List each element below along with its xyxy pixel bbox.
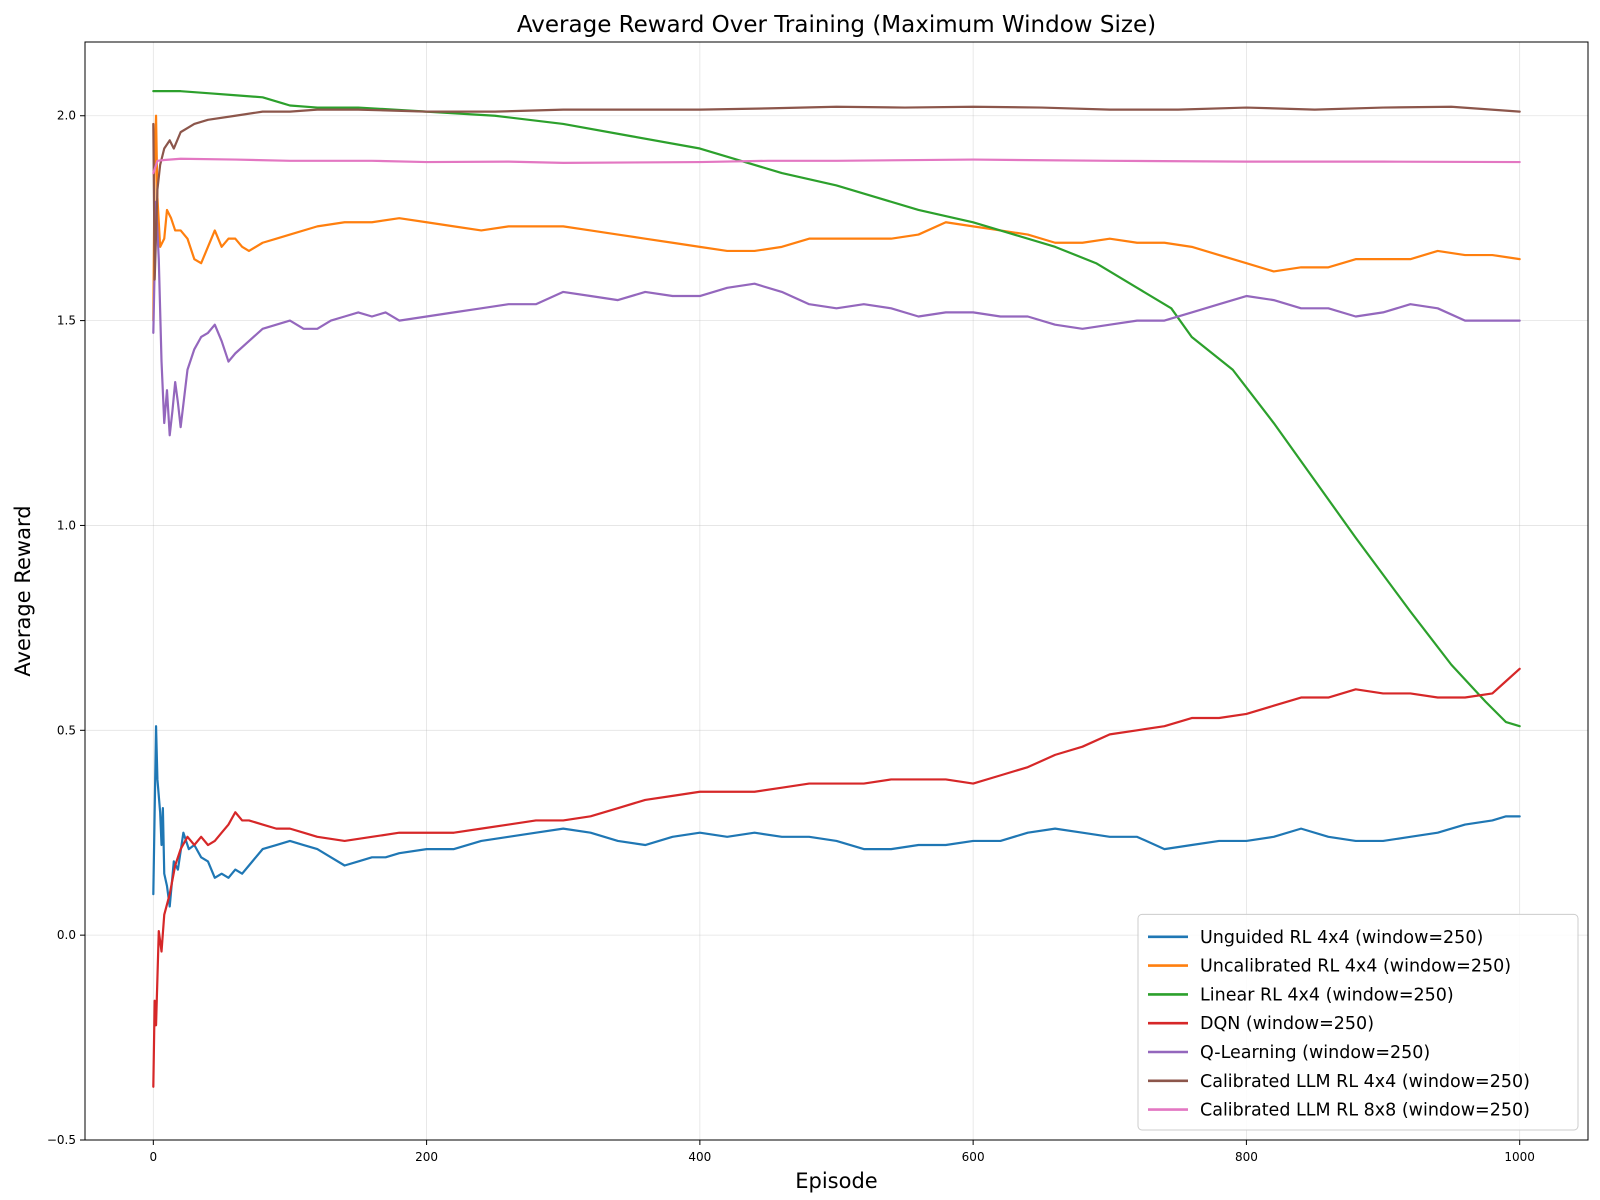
plot-frame — [84, 41, 1589, 1141]
legend: Unguided RL 4x4 (window=250) Uncalibrated… — [1137, 913, 1579, 1131]
y-tick-label: −0.5 — [47, 1133, 76, 1147]
legend-label: Linear RL 4x4 (window=250) — [1200, 985, 1454, 1005]
x-axis-ticks: 0 200 400 600 800 1000 — [149, 1140, 1535, 1164]
y-tick-label: 1.5 — [57, 314, 76, 328]
series-line — [152, 200, 1521, 437]
legend-label: Q-Learning (window=250) — [1200, 1043, 1430, 1063]
legend-label: Calibrated LLM RL 8x8 (window=250) — [1200, 1101, 1530, 1121]
y-tick-label: 2.0 — [57, 109, 76, 123]
x-tick-label: 600 — [962, 1150, 985, 1164]
legend-box — [1137, 913, 1579, 1131]
legend-label: Calibrated LLM RL 4x4 (window=250) — [1200, 1072, 1530, 1092]
series-lines — [152, 90, 1521, 1088]
x-tick-label: 400 — [688, 1150, 711, 1164]
chart-title: Average Reward Over Training (Maximum Wi… — [517, 12, 1156, 38]
legend-label: Unguided RL 4x4 (window=250) — [1200, 928, 1483, 948]
y-tick-label: 0.5 — [57, 723, 76, 737]
x-tick-label: 1000 — [1504, 1150, 1535, 1164]
y-axis-ticks: −0.5 0.0 0.5 1.0 1.5 2.0 — [47, 109, 85, 1147]
series-line — [152, 114, 1521, 322]
series-line — [152, 725, 1521, 908]
series-line — [152, 157, 1521, 175]
x-axis-title: Episode — [795, 1169, 877, 1193]
x-tick-label: 800 — [1235, 1150, 1258, 1164]
x-tick-label: 0 — [149, 1150, 157, 1164]
legend-label: DQN (window=250) — [1200, 1014, 1374, 1034]
y-tick-label: 1.0 — [57, 518, 76, 532]
legend-label: Uncalibrated RL 4x4 (window=250) — [1200, 957, 1511, 977]
series-line — [152, 90, 1521, 728]
grid — [85, 42, 1588, 1141]
y-axis-title: Average Reward — [11, 505, 35, 676]
series-line — [152, 667, 1521, 1088]
series-line — [152, 105, 1521, 281]
x-tick-label: 200 — [415, 1150, 438, 1164]
y-tick-label: 0.0 — [57, 928, 76, 942]
